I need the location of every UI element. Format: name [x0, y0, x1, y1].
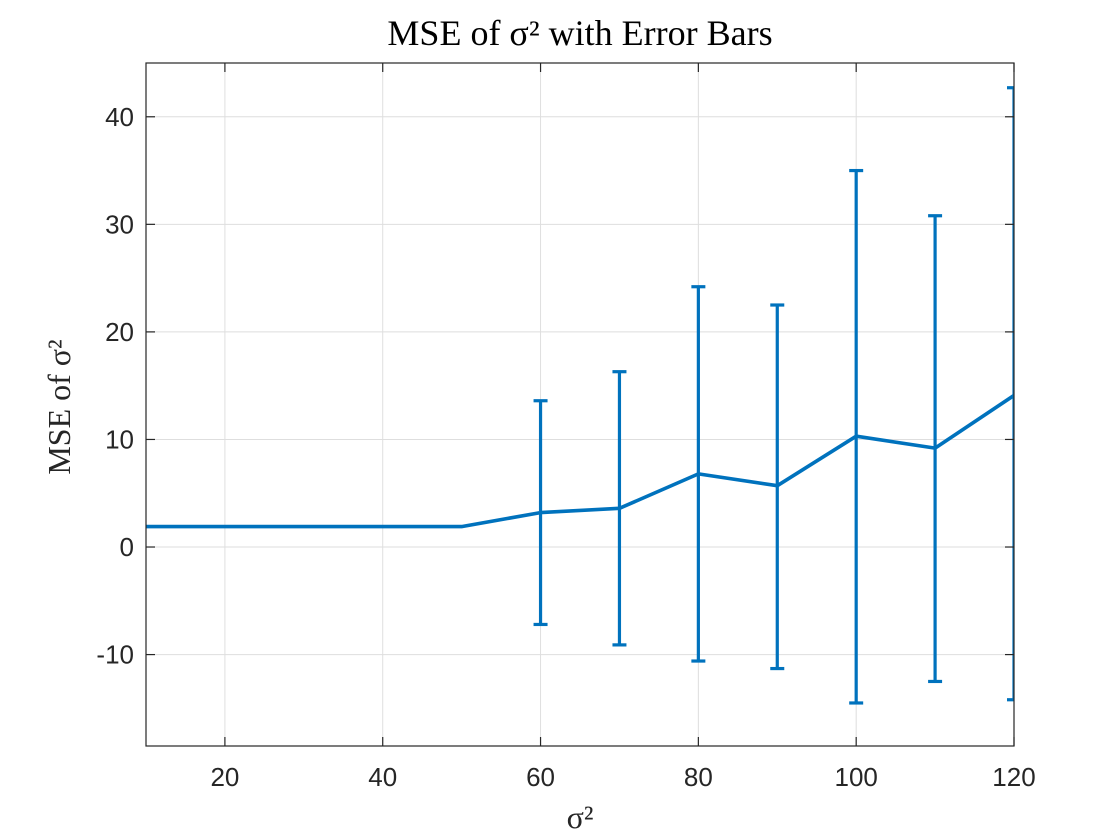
- series-group: [146, 86, 1014, 705]
- y-tick-label: 0: [120, 532, 134, 562]
- y-tick-label: 30: [105, 209, 134, 239]
- x-tick-label: 60: [526, 762, 555, 792]
- ticks: 20 40 60 80 100 120 -10 0 10 20 30 40: [96, 63, 1036, 792]
- y-axis-label: MSE of σ²: [41, 339, 77, 474]
- series-layer: [146, 86, 1014, 705]
- x-axis-label: σ²: [567, 799, 594, 835]
- y-tick-label: 20: [105, 317, 134, 347]
- x-tick-label: 120: [992, 762, 1035, 792]
- axes-box: [145, 62, 1015, 747]
- x-tick-label: 40: [368, 762, 397, 792]
- y-tick-label: 10: [105, 424, 134, 454]
- series-line: [146, 393, 1014, 529]
- x-tick-label: 100: [834, 762, 877, 792]
- x-tick-label: 20: [210, 762, 239, 792]
- chart-title: MSE of σ² with Error Bars: [387, 13, 772, 53]
- y-tick-label: 40: [105, 102, 134, 132]
- x-tick-label: 80: [684, 762, 713, 792]
- y-tick-label: -10: [96, 640, 134, 670]
- plot-area-border: [145, 62, 1015, 747]
